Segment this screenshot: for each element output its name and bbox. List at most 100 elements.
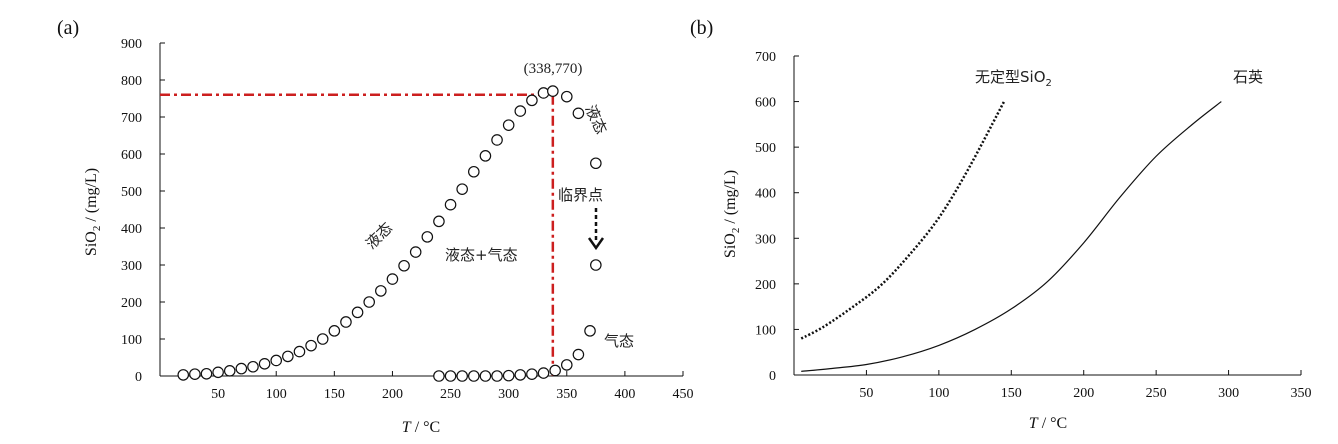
panel-b-x-tick-label: 200 — [1073, 386, 1094, 401]
data-point — [316, 333, 329, 345]
data-point — [514, 369, 527, 381]
data-point — [456, 183, 468, 195]
data-point — [409, 246, 422, 258]
data-point — [433, 215, 445, 228]
panel-a-y-tick-label: 700 — [121, 111, 142, 126]
data-point — [200, 367, 213, 380]
panel-b-x-tick-label: 350 — [1291, 386, 1312, 401]
data-point — [560, 90, 573, 103]
data-point — [282, 350, 294, 363]
panel-b-x-axis-title: T / °C — [1029, 415, 1067, 432]
panel-b-x-tick-label: 300 — [1218, 386, 1239, 401]
panel-b-label: (b) — [690, 17, 713, 39]
panel-a-y-tick-label: 200 — [121, 296, 142, 311]
panel-a-y-tick-label: 0 — [135, 370, 142, 385]
data-point — [456, 370, 468, 382]
data-point — [340, 316, 352, 328]
data-point — [177, 369, 190, 381]
panel-a-y-tick-label: 600 — [121, 148, 142, 163]
panel-b-x-tick-label: 150 — [1001, 386, 1022, 401]
data-point — [560, 359, 573, 371]
panel-a-axes: 50 100 150 200 250 300 350 400 450 0 100 200 300 400 5… — [121, 37, 694, 402]
data-point — [584, 325, 596, 337]
data-point — [590, 157, 602, 170]
panel-a-x-tick-label: 250 — [440, 387, 461, 402]
data-point — [328, 325, 341, 337]
data-point — [572, 107, 585, 120]
panel-a-y-tick-label: 500 — [121, 185, 142, 200]
data-point — [398, 259, 410, 272]
panel-a-y-tick-label: 100 — [121, 333, 142, 348]
data-point — [212, 366, 224, 379]
liquid-label-right: 液态 — [581, 102, 610, 137]
panel-a-x-tick-label: 50 — [211, 387, 225, 402]
panel-b-series-lines — [800, 100, 1222, 372]
data-point — [479, 370, 492, 382]
quartz-curve — [801, 101, 1222, 372]
data-point — [305, 339, 317, 352]
data-point — [537, 87, 550, 99]
vapor-label: 气态 — [604, 332, 634, 350]
panel-b-x-tick-label: 50 — [859, 386, 873, 401]
panel-a-x-tick-label: 200 — [382, 387, 403, 402]
data-point — [351, 306, 364, 319]
data-point — [363, 296, 375, 308]
data-point — [189, 368, 201, 380]
panel-b: (b) 50 100 150 200 250 300 350 0 100 200 300 400 500… — [690, 17, 1312, 432]
panel-a-x-tick-label: 400 — [614, 387, 635, 402]
amorphous-silica-label: 无定型SiO2 — [975, 68, 1052, 89]
data-point — [547, 85, 559, 97]
data-point — [235, 362, 248, 375]
panel-b-y-tick-label: 100 — [755, 323, 776, 338]
panel-a-y-tick-label: 400 — [121, 222, 142, 237]
panel-a-label: (a) — [57, 17, 79, 39]
panel-a: (a) 50 100 150 200 250 300 350 400 450 0 100 200 300… — [57, 17, 694, 436]
data-point — [433, 370, 445, 382]
panel-a-x-tick-label: 150 — [324, 387, 345, 402]
data-point — [502, 369, 515, 382]
data-point — [293, 345, 306, 358]
data-point — [467, 370, 480, 382]
panel-a-y-tick-label: 300 — [121, 259, 142, 274]
panel-b-y-tick-label: 300 — [755, 232, 776, 247]
amorphous-silica-curve — [800, 100, 1006, 340]
quartz-label: 石英 — [1233, 68, 1263, 86]
panel-b-x-tick-label: 100 — [928, 386, 949, 401]
data-point — [444, 198, 457, 211]
panel-b-y-tick-label: 200 — [755, 278, 776, 293]
panel-b-y-tick-label: 500 — [755, 141, 776, 156]
critical-point-coordinate-label: (338,770) — [524, 61, 583, 77]
two-phase-label: 液态+气态 — [445, 246, 518, 264]
data-point — [526, 368, 538, 380]
panel-a-x-tick-label: 450 — [673, 387, 694, 402]
data-point — [247, 360, 259, 373]
panel-b-y-tick-label: 0 — [769, 369, 776, 384]
data-point — [491, 134, 503, 146]
panel-a-y-axis-title: SiO2 / (mg/L) — [83, 168, 103, 256]
data-point — [467, 165, 480, 178]
panel-a-data-points — [177, 85, 602, 382]
panel-a-reference-lines — [160, 93, 555, 376]
data-point — [549, 364, 561, 377]
data-point — [514, 105, 527, 117]
panel-b-y-tick-label: 400 — [755, 187, 776, 202]
data-point — [223, 365, 236, 377]
panel-a-x-axis-title: T / °C — [402, 419, 440, 436]
panel-b-x-tick-label: 250 — [1146, 386, 1167, 401]
panel-a-y-tick-label: 900 — [121, 37, 142, 52]
panel-a-x-tick-label: 300 — [498, 387, 519, 402]
data-point — [537, 367, 550, 379]
liquid-label-left: 液态 — [362, 219, 396, 253]
panel-a-x-tick-label: 350 — [556, 387, 577, 402]
data-point — [444, 370, 457, 382]
data-point — [258, 357, 271, 370]
panel-a-x-tick-label: 100 — [266, 387, 287, 402]
panel-b-axes: 50 100 150 200 250 300 350 0 100 200 300 400 500 600 7… — [755, 50, 1312, 401]
panel-a-y-tick-label: 800 — [121, 74, 142, 89]
panel-b-y-tick-label: 600 — [755, 96, 776, 111]
critical-point-label: 临界点 — [558, 186, 603, 204]
data-point — [502, 119, 515, 131]
panel-b-y-tick-label: 700 — [755, 50, 776, 65]
